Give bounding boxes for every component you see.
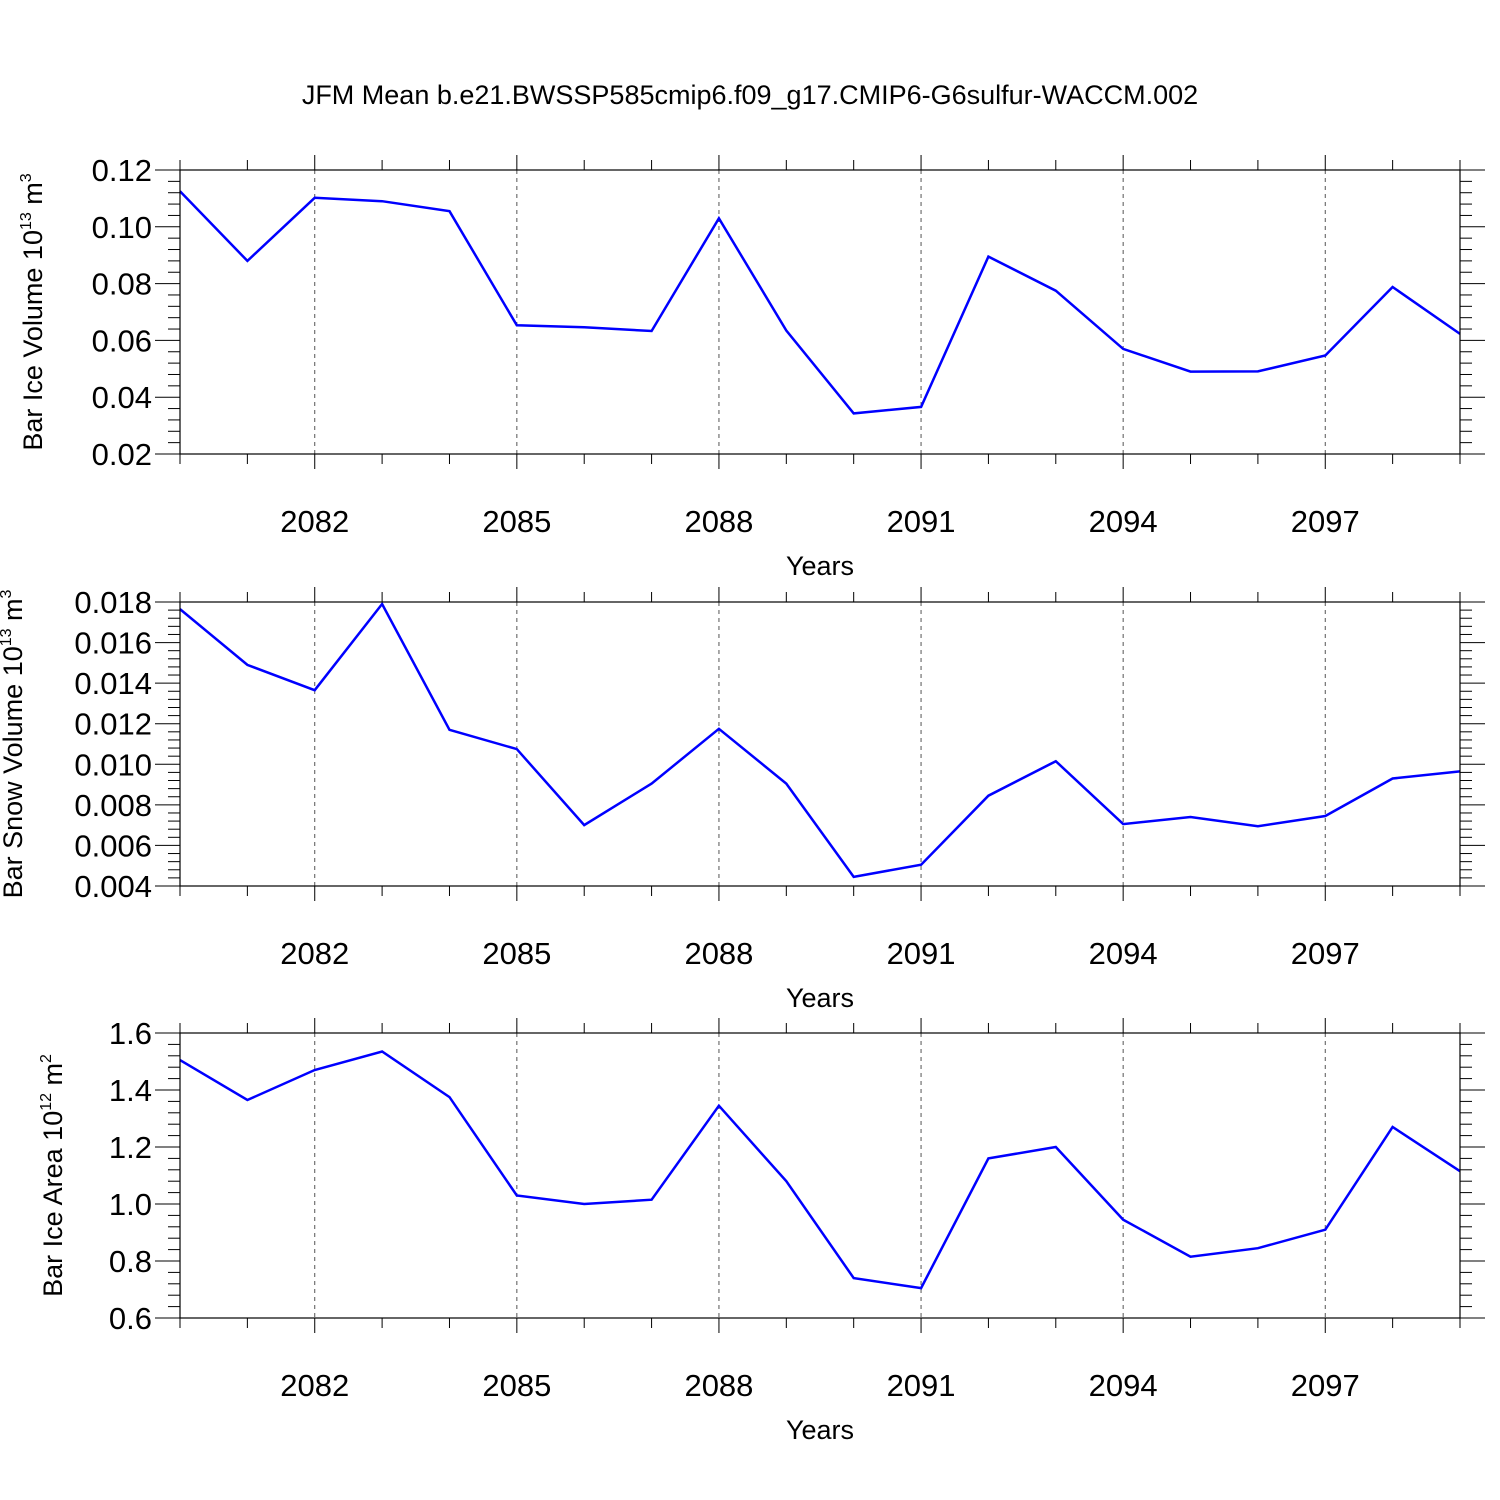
panel-1-x-axis-label: Years xyxy=(786,551,854,581)
panel-2-x-axis-label: Years xyxy=(786,983,854,1013)
panel-1-xtick-label: 2088 xyxy=(684,504,753,539)
panel-2-frame xyxy=(179,601,1461,887)
panel-2-xtick-label: 2085 xyxy=(482,936,551,971)
panel-3-xtick-label: 2085 xyxy=(482,1368,551,1403)
panel-1-xtick-label: 2094 xyxy=(1089,504,1158,539)
panel-1-ytick-label: 0.12 xyxy=(92,153,152,188)
panel-3-ytick-label: 0.8 xyxy=(109,1244,152,1279)
panel-2-xtick-label: 2097 xyxy=(1291,936,1360,971)
panel-3-ytick-label: 1.2 xyxy=(109,1130,152,1165)
panel-1-xtick-label: 2082 xyxy=(280,504,349,539)
panel-3-y-axis-label: Bar Ice Area 1012 m2 xyxy=(38,1054,68,1297)
panel-2-ytick-label: 0.010 xyxy=(74,747,152,782)
panel-1-ytick-label: 0.04 xyxy=(92,380,152,415)
panel-3-x-axis-label: Years xyxy=(786,1415,854,1445)
panel-2-ytick-label: 0.014 xyxy=(74,666,152,701)
panel-2-ytick-label: 0.016 xyxy=(74,626,152,661)
panel-1-ytick-label: 0.10 xyxy=(92,210,152,245)
panel-3-frame xyxy=(179,1032,1461,1319)
panel-1-series-line xyxy=(179,190,1461,415)
panel-1-ytick-label: 0.02 xyxy=(92,437,152,472)
panel-3-xtick-label: 2097 xyxy=(1291,1368,1360,1403)
panel-2-xtick-label: 2082 xyxy=(280,936,349,971)
panel-3-xtick-label: 2082 xyxy=(280,1368,349,1403)
panel-3-ytick-label: 0.6 xyxy=(109,1301,152,1336)
panel-2-xtick-label: 2088 xyxy=(684,936,753,971)
panel-2-series-line xyxy=(179,601,1461,879)
panel-2-ytick-label: 0.008 xyxy=(74,788,152,823)
panel-2-xtick-label: 2091 xyxy=(887,936,956,971)
page-title: JFM Mean b.e21.BWSSP585cmip6.f09_g17.CMI… xyxy=(301,80,1199,110)
panel-2-ytick-label: 0.018 xyxy=(74,585,152,620)
panel-3-xtick-label: 2088 xyxy=(684,1368,753,1403)
panel-1-ytick-label: 0.06 xyxy=(92,323,152,358)
panel-1-ytick-label: 0.08 xyxy=(92,267,152,302)
panel-2-ytick-label: 0.012 xyxy=(74,707,152,742)
panel-3-xtick-label: 2094 xyxy=(1089,1368,1158,1403)
panel-3-ytick-label: 1.4 xyxy=(109,1073,152,1108)
panel-3-ytick-label: 1.0 xyxy=(109,1187,152,1222)
panel-3-xtick-label: 2091 xyxy=(887,1368,956,1403)
panel-2-y-axis-label: Bar Snow Volume 1013 m3 xyxy=(0,589,28,898)
panel-3-ytick-label: 1.6 xyxy=(109,1016,152,1051)
panel-2-ytick-label: 0.006 xyxy=(74,828,152,863)
panel-1-xtick-label: 2091 xyxy=(887,504,956,539)
panel-1-y-axis-label: Bar Ice Volume 1013 m3 xyxy=(18,173,48,450)
panel-2-xtick-label: 2094 xyxy=(1089,936,1158,971)
panel-1-xtick-label: 2085 xyxy=(482,504,551,539)
panel-1-frame xyxy=(179,169,1461,455)
panel-2-ytick-label: 0.004 xyxy=(74,869,152,904)
panel-1-xtick-label: 2097 xyxy=(1291,504,1360,539)
panel-3-series-line xyxy=(179,1050,1461,1290)
